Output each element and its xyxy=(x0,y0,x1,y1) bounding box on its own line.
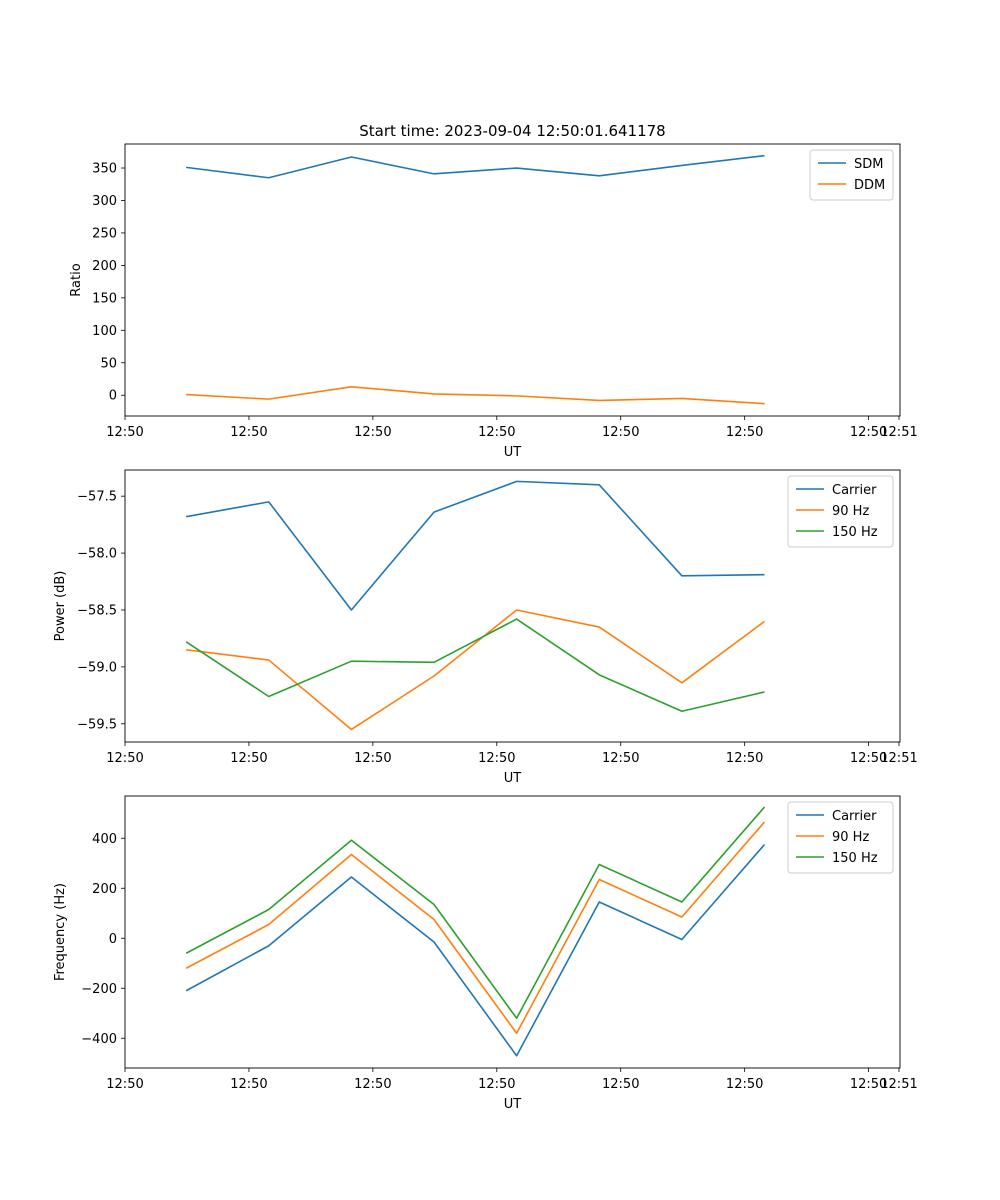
x-tick-label: 12:51 xyxy=(880,1077,917,1092)
x-tick-label: 12:50 xyxy=(726,1077,763,1092)
y-axis-label: Power (dB) xyxy=(53,571,68,642)
panel-2: 12:50 12:50 12:50 12:50 12:50 12:50 12:5012:51… xyxy=(53,469,918,786)
x-tick-label: 12:50 xyxy=(850,751,887,766)
x-tick-label: 12:50 xyxy=(726,751,763,766)
x-tick-label: 12:50 xyxy=(602,751,639,766)
legend: SDM DDM xyxy=(809,149,894,201)
y-tick-label: 400 xyxy=(92,832,117,847)
series-line-90-hz xyxy=(185,821,766,1035)
y-tick-label: 0 xyxy=(109,389,117,404)
series-line-150-hz xyxy=(185,806,766,1020)
y-tick-label: −57.5 xyxy=(77,490,117,505)
series-line-sdm xyxy=(186,154,765,179)
legend-label: 90 Hz xyxy=(832,830,869,845)
x-tick-label: 12:50 xyxy=(850,1077,887,1092)
y-tick-label: 200 xyxy=(92,882,117,897)
x-tick-label: 12:50 xyxy=(602,425,639,440)
x-tick-label: 12:51 xyxy=(880,751,917,766)
axes-frame xyxy=(124,469,901,743)
x-tick-label: 12:50 xyxy=(230,425,267,440)
x-tick-label: 12:50 xyxy=(106,1077,143,1092)
x-tick-label: 12:50 xyxy=(354,751,391,766)
legend-label: 150 Hz xyxy=(832,851,878,866)
y-tick-label: −59.5 xyxy=(77,717,117,732)
x-tick-label: 12:50 xyxy=(478,751,515,766)
x-tick-label: 12:50 xyxy=(478,1077,515,1092)
x-axis-label: UT xyxy=(504,445,522,460)
legend-label: Carrier xyxy=(832,483,877,498)
y-tick-label: −200 xyxy=(81,982,117,997)
x-tick-label: 12:50 xyxy=(106,425,143,440)
y-tick-label: −400 xyxy=(81,1032,117,1047)
x-tick-label: 12:50 xyxy=(478,425,515,440)
y-axis-label: Ratio xyxy=(69,263,84,296)
series-line-ddm xyxy=(186,385,765,405)
y-tick-label: 350 xyxy=(92,162,117,177)
y-tick-label: 100 xyxy=(92,324,117,339)
panel-3: 12:50 12:50 12:50 12:50 12:50 12:50 12:5012:51… xyxy=(53,795,918,1112)
axes-frame xyxy=(124,795,901,1069)
axes-frame xyxy=(124,143,901,417)
y-tick-label: −58.5 xyxy=(77,603,117,618)
x-axis-label: UT xyxy=(504,771,522,786)
series-line-150-hz xyxy=(185,618,765,713)
y-tick-label: −59.0 xyxy=(77,660,117,675)
x-tick-label: 12:50 xyxy=(230,1077,267,1092)
x-tick-label: 12:50 xyxy=(106,751,143,766)
legend-label: Carrier xyxy=(832,809,877,824)
x-tick-label: 12:50 xyxy=(354,425,391,440)
y-tick-label: 250 xyxy=(92,226,117,241)
x-tick-label: 12:50 xyxy=(602,1077,639,1092)
x-axis-label: UT xyxy=(504,1097,522,1112)
y-tick-label: 300 xyxy=(92,194,117,209)
x-tick-label: 12:50 xyxy=(354,1077,391,1092)
legend-label: SDM xyxy=(854,157,883,172)
legend-box xyxy=(787,475,894,548)
x-tick-label: 12:50 xyxy=(850,425,887,440)
x-tick-label: 12:50 xyxy=(230,751,267,766)
series-line-carrier xyxy=(185,843,766,1057)
y-tick-label: 200 xyxy=(92,259,117,274)
legend-label: DDM xyxy=(854,178,885,193)
figure-title: Start time: 2023-09-04 12:50:01.641178 xyxy=(359,122,665,140)
panels: 12:50 12:50 12:50 12:50 12:50 12:50 12:5012:51… xyxy=(53,143,918,1112)
legend-label: 90 Hz xyxy=(832,504,869,519)
panel-1: 12:50 12:50 12:50 12:50 12:50 12:50 12:5012:51… xyxy=(69,143,918,460)
x-tick-label: 12:51 xyxy=(880,425,917,440)
y-tick-label: 150 xyxy=(92,291,117,306)
y-axis-label: Frequency (Hz) xyxy=(53,883,68,981)
legend-label: 150 Hz xyxy=(832,525,878,540)
series-line-90-hz xyxy=(186,609,765,731)
y-tick-label: −58.0 xyxy=(77,547,117,562)
y-tick-label: 0 xyxy=(109,932,117,947)
x-tick-label: 12:50 xyxy=(726,425,763,440)
legend: Carrier 90 Hz 150 Hz xyxy=(787,475,894,548)
legend: Carrier 90 Hz 150 Hz xyxy=(787,801,894,874)
legend-box xyxy=(787,801,894,874)
series-line-carrier xyxy=(185,480,765,611)
y-tick-label: 50 xyxy=(100,356,117,371)
